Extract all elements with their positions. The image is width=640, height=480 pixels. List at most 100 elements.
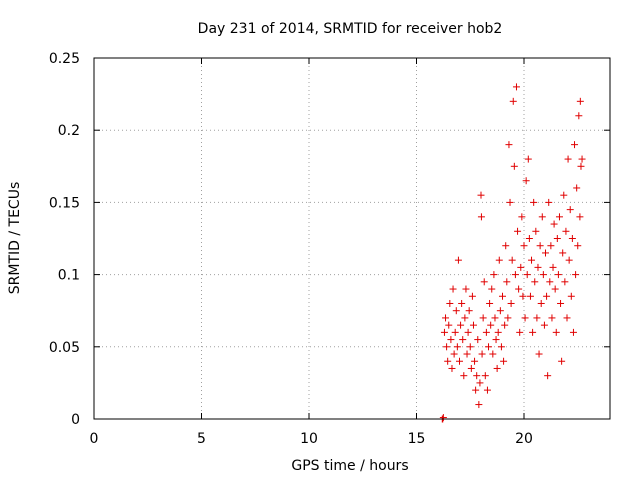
- data-point: [493, 364, 501, 372]
- y-tick-label: 0.25: [49, 51, 80, 67]
- data-point: [478, 350, 486, 358]
- data-point: [569, 328, 577, 336]
- data-point: [576, 97, 584, 105]
- data-point: [462, 285, 470, 293]
- grid-layer: [94, 58, 610, 419]
- data-point: [442, 314, 450, 322]
- data-point: [524, 155, 532, 163]
- data-point: [463, 350, 471, 358]
- data-point: [529, 328, 537, 336]
- y-tick-label: 0.15: [49, 195, 80, 211]
- data-point: [563, 314, 571, 322]
- data-point: [519, 292, 527, 300]
- data-point: [535, 350, 543, 358]
- data-point: [471, 357, 479, 365]
- data-point: [454, 256, 462, 264]
- axis-ticks: [93, 57, 610, 420]
- y-tick-label: 0.1: [58, 268, 80, 284]
- y-tick-label: 0.05: [49, 340, 80, 356]
- data-point: [473, 372, 481, 380]
- data-point: [532, 227, 540, 235]
- data-point: [578, 155, 586, 163]
- data-point: [515, 285, 523, 293]
- data-point: [522, 177, 530, 185]
- data-point: [531, 278, 539, 286]
- data-point: [500, 357, 508, 365]
- x-tick-label: 10: [300, 431, 318, 447]
- data-point: [553, 235, 561, 242]
- data-point: [526, 292, 534, 300]
- data-point: [540, 321, 548, 329]
- data-point: [546, 278, 554, 286]
- data-point: [549, 263, 557, 271]
- data-point: [574, 242, 582, 250]
- data-point: [517, 263, 525, 271]
- data-point: [573, 184, 581, 192]
- x-tick-labels: 0 5 10 15 20: [90, 431, 533, 447]
- data-point: [557, 299, 565, 307]
- data-point: [561, 278, 569, 286]
- x-tick-label: 0: [90, 431, 99, 447]
- data-point: [472, 386, 480, 394]
- data-point: [445, 321, 453, 329]
- y-tick-labels: 0 0.05 0.1 0.15 0.2 0.25: [49, 51, 80, 428]
- data-point: [496, 307, 504, 315]
- data-point: [457, 321, 465, 329]
- data-point: [450, 350, 458, 358]
- plot-frame: [93, 57, 611, 420]
- data-point: [528, 256, 536, 264]
- data-point: [465, 307, 473, 315]
- y-axis-label: SRMTID / TECUs: [7, 182, 23, 295]
- data-point: [552, 328, 560, 336]
- data-point: [458, 299, 466, 307]
- data-point: [547, 242, 555, 250]
- data-point: [559, 249, 567, 257]
- data-point: [504, 314, 512, 322]
- data-point: [502, 242, 510, 250]
- y-tick-label: 0: [71, 412, 80, 428]
- data-point: [506, 198, 514, 206]
- data-point: [510, 162, 518, 170]
- data-point: [560, 191, 568, 199]
- data-point: [551, 285, 559, 293]
- data-point: [576, 213, 584, 221]
- data-point: [536, 242, 544, 250]
- data-point: [539, 271, 547, 279]
- data-point: [562, 227, 570, 235]
- data-point: [476, 379, 484, 387]
- data-point: [460, 372, 468, 380]
- x-tick-label: 20: [515, 431, 533, 447]
- data-point: [495, 256, 503, 264]
- data-point: [443, 343, 451, 351]
- data-point: [440, 328, 448, 336]
- data-point: [567, 292, 575, 300]
- data-point: [492, 336, 500, 344]
- data-point: [550, 220, 558, 228]
- data-point: [469, 321, 477, 329]
- data-point: [512, 83, 520, 91]
- data-point: [507, 299, 515, 307]
- data-point: [486, 299, 494, 307]
- data-point: [509, 97, 517, 105]
- data-point: [497, 343, 505, 351]
- data-point: [544, 372, 552, 380]
- data-point: [568, 235, 576, 242]
- data-point: [479, 314, 487, 322]
- data-point: [516, 328, 524, 336]
- data-point: [571, 141, 579, 149]
- data-point: [464, 328, 472, 336]
- data-point: [548, 314, 556, 322]
- data-point: [453, 343, 461, 351]
- data-point: [480, 278, 488, 286]
- data-point: [475, 401, 483, 409]
- data-point: [499, 292, 506, 300]
- data-point: [503, 278, 511, 286]
- data-point: [555, 213, 563, 221]
- data-point: [439, 414, 447, 422]
- data-point: [467, 364, 475, 372]
- data-point: [523, 271, 531, 279]
- data-point: [448, 364, 456, 372]
- data-point: [474, 336, 482, 344]
- data-point: [481, 372, 489, 380]
